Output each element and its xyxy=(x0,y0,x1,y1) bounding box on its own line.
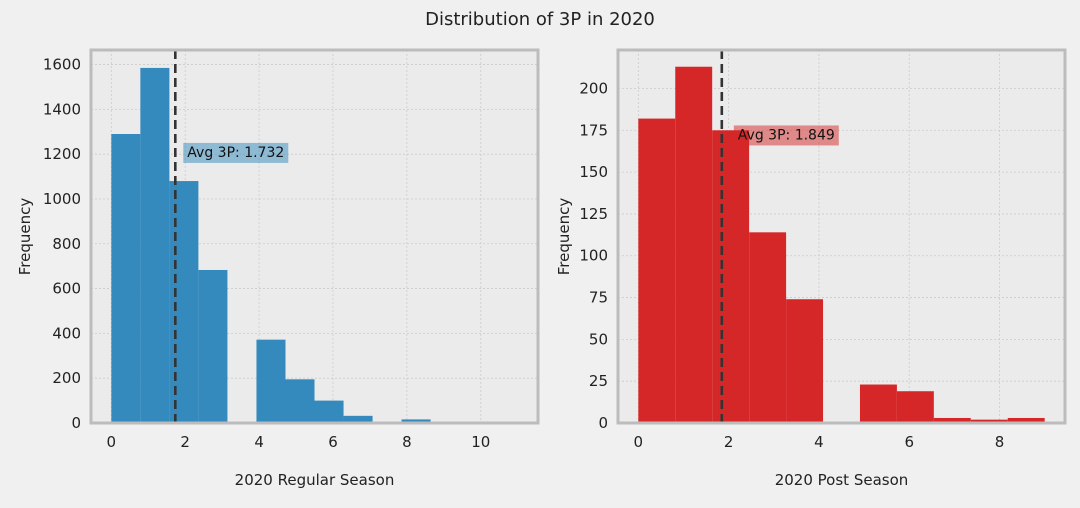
histogram-bar xyxy=(140,68,169,423)
histogram-bar xyxy=(749,232,786,423)
y-axis-label: Frequency xyxy=(16,198,34,276)
x-tick-label: 2 xyxy=(724,433,734,451)
y-tick-label: 75 xyxy=(589,289,608,307)
x-tick-label: 4 xyxy=(254,433,264,451)
histogram-bar xyxy=(285,379,314,423)
x-axis-label: 2020 Regular Season xyxy=(235,471,395,489)
y-tick-label: 0 xyxy=(71,414,81,432)
mean-annotation: Avg 3P: 1.732 xyxy=(187,145,284,161)
x-tick-label: 0 xyxy=(634,433,644,451)
x-axis-label: 2020 Post Season xyxy=(775,471,909,489)
histogram-bar xyxy=(638,119,675,423)
histogram-bar xyxy=(198,270,227,423)
histogram-bar xyxy=(786,299,823,423)
y-tick-label: 200 xyxy=(579,79,608,97)
mean-annotation: Avg 3P: 1.849 xyxy=(738,127,835,143)
x-tick-label: 6 xyxy=(328,433,338,451)
histogram-bar xyxy=(169,181,198,423)
x-tick-label: 10 xyxy=(471,433,490,451)
x-tick-label: 8 xyxy=(402,433,412,451)
x-tick-label: 8 xyxy=(995,433,1005,451)
histogram-bar xyxy=(860,385,897,423)
x-tick-label: 4 xyxy=(814,433,824,451)
histogram-bar xyxy=(256,340,285,423)
y-tick-label: 400 xyxy=(52,324,81,342)
x-tick-label: 6 xyxy=(904,433,914,451)
y-tick-label: 1400 xyxy=(43,100,81,118)
y-tick-label: 0 xyxy=(598,414,608,432)
chart-panel-1: Avg 3P: 1.732 0 2 4 6 8 10 0 200 400 600 800 1000 120… xyxy=(16,50,538,489)
y-tick-label: 175 xyxy=(579,121,608,139)
histogram-bar xyxy=(111,134,140,423)
y-axis-label: Frequency xyxy=(555,198,573,276)
y-tick-label: 100 xyxy=(579,247,608,265)
histogram-bar xyxy=(897,391,934,423)
y-tick-label: 1200 xyxy=(43,145,81,163)
y-tick-label: 800 xyxy=(52,235,81,253)
y-tick-label: 600 xyxy=(52,280,81,298)
chart-panel-2: Avg 3P: 1.849 0 2 4 6 8 0 25 50 75 100 125 150 175 200… xyxy=(555,50,1065,489)
figure-title: Distribution of 3P in 2020 xyxy=(425,9,655,30)
histogram-bar xyxy=(675,67,712,423)
y-tick-label: 50 xyxy=(589,330,608,348)
x-tick-label: 2 xyxy=(180,433,190,451)
x-tick-label: 0 xyxy=(107,433,117,451)
y-tick-label: 150 xyxy=(579,163,608,181)
histogram-bar xyxy=(712,130,749,423)
y-tick-label: 200 xyxy=(52,369,81,387)
histogram-bar xyxy=(315,401,344,423)
y-tick-label: 1600 xyxy=(43,56,81,74)
y-tick-label: 125 xyxy=(579,205,608,223)
y-tick-label: 1000 xyxy=(43,190,81,208)
y-tick-label: 25 xyxy=(589,372,608,390)
